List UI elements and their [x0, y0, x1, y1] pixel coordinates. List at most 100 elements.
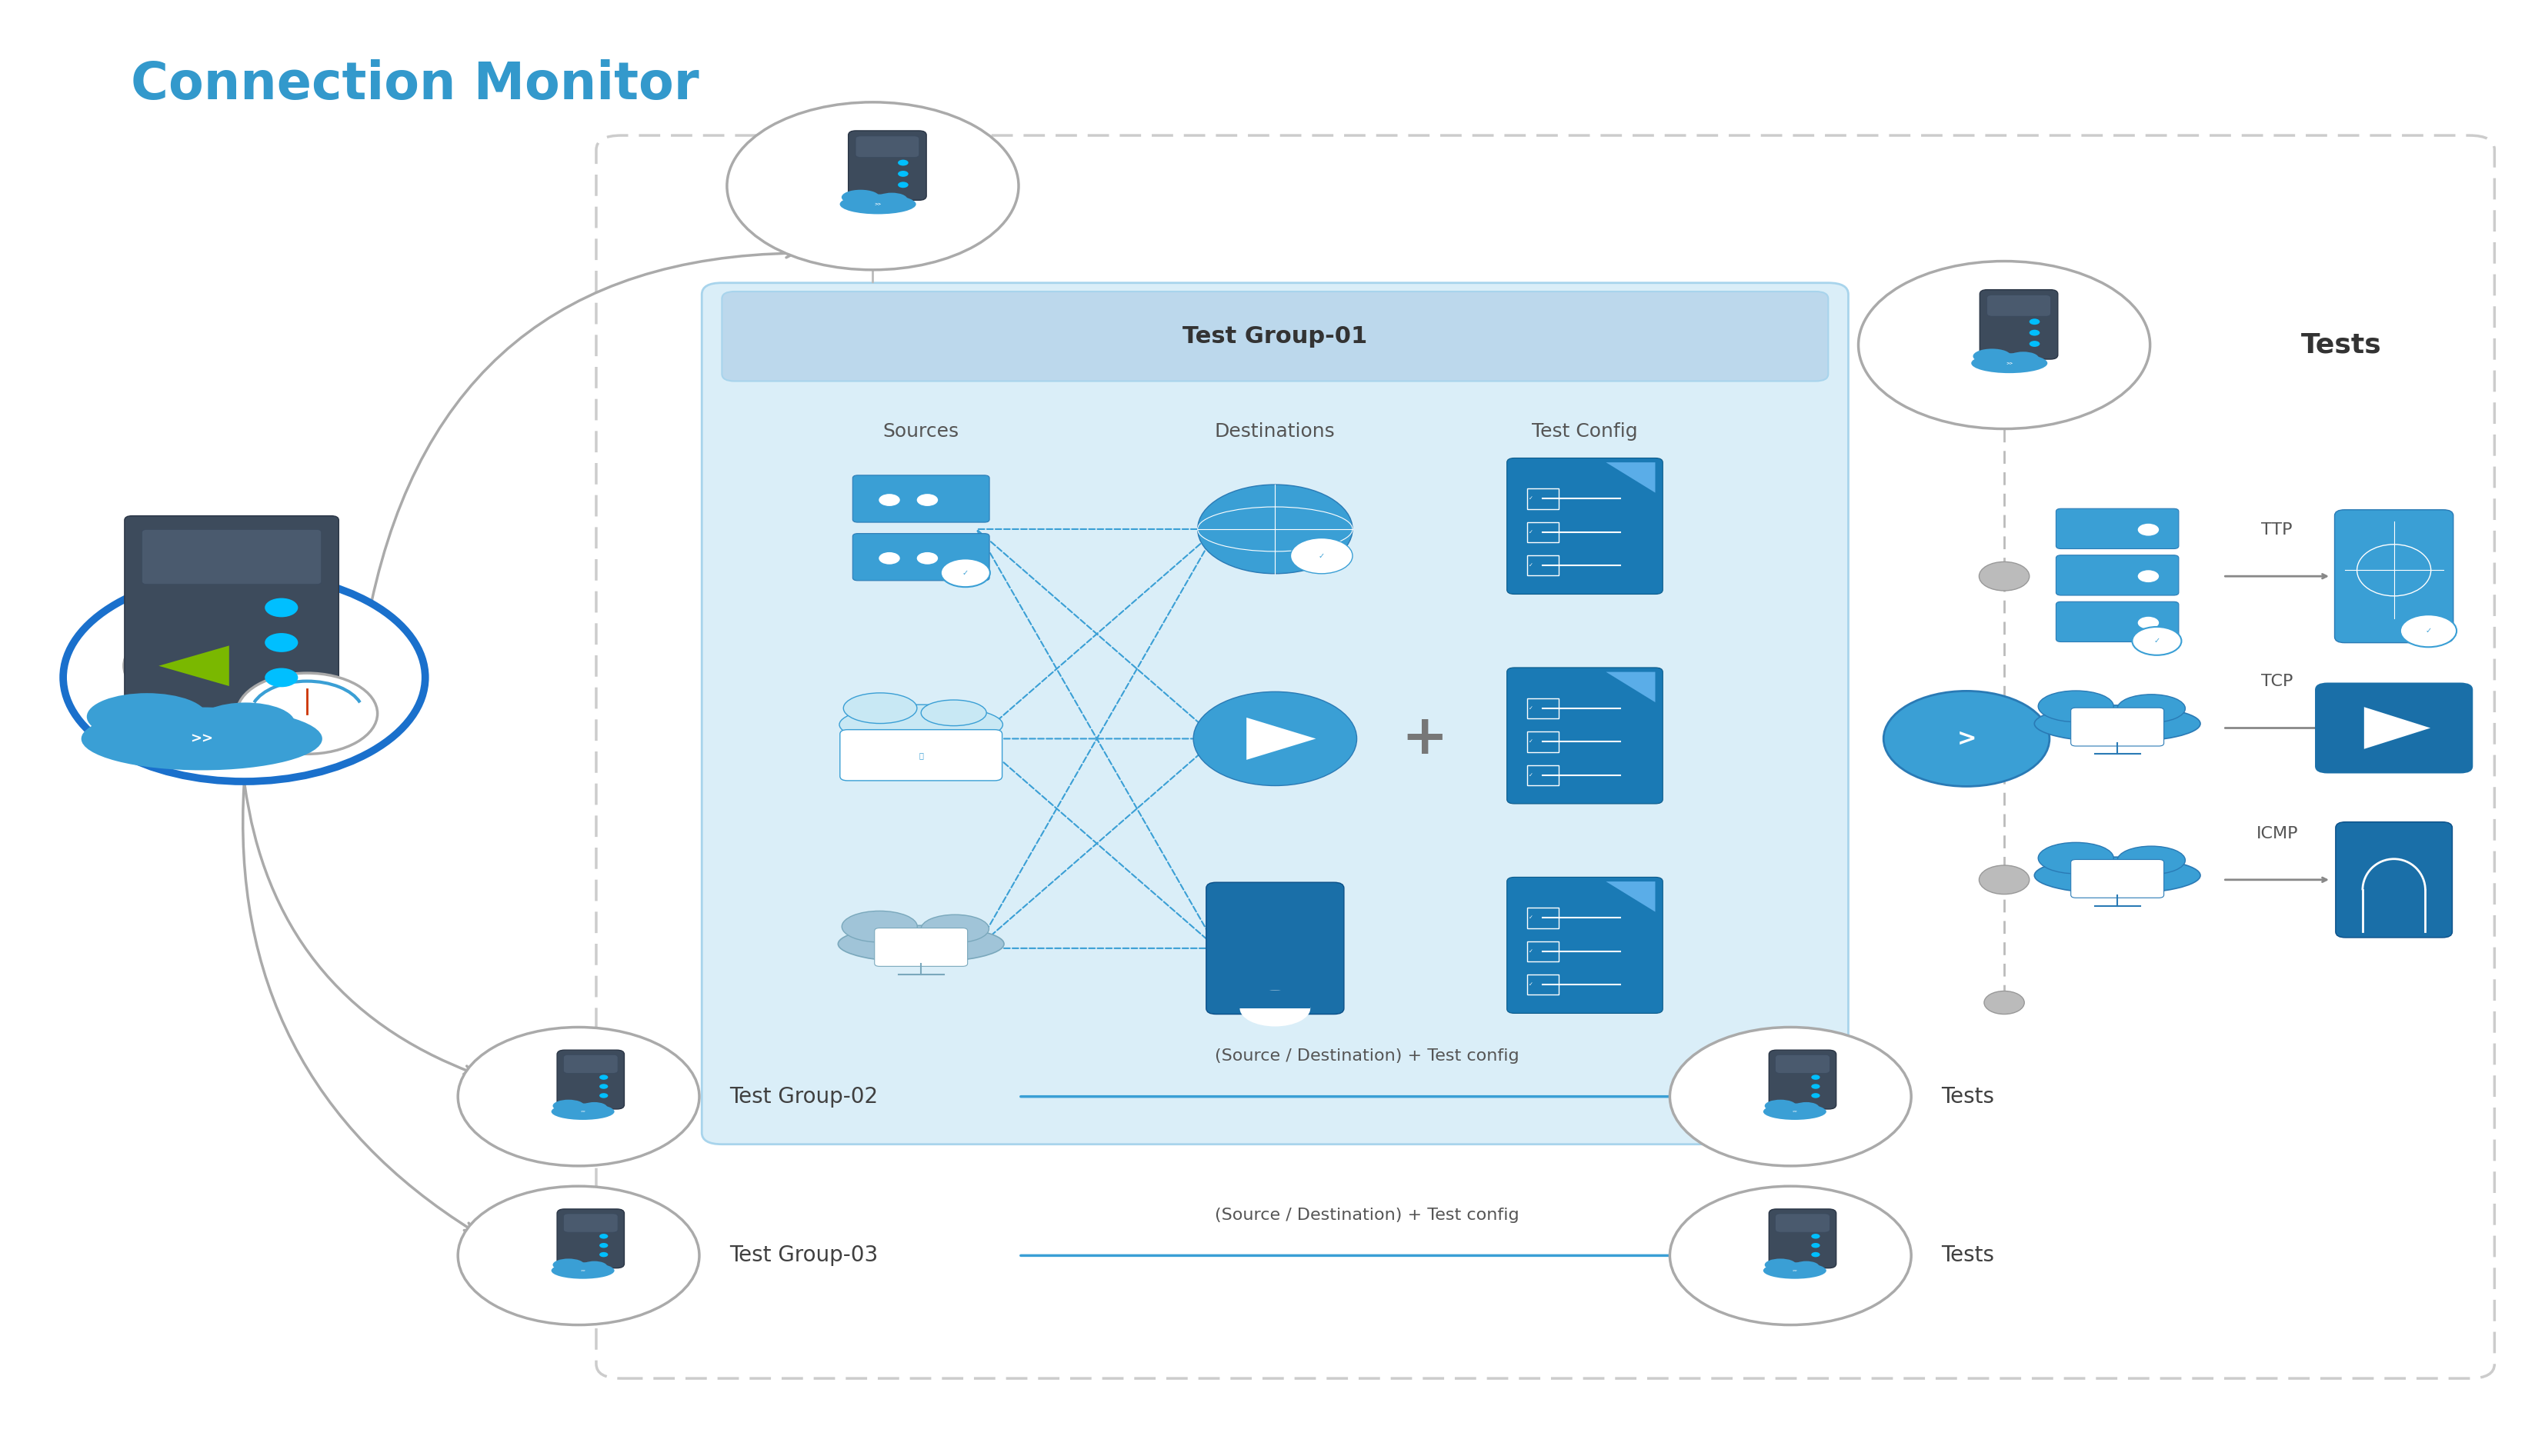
- Text: Sources: Sources: [884, 422, 959, 441]
- Circle shape: [2030, 341, 2040, 347]
- Ellipse shape: [86, 693, 207, 740]
- Circle shape: [727, 102, 1018, 269]
- Circle shape: [1810, 1252, 1821, 1257]
- FancyBboxPatch shape: [2315, 683, 2472, 773]
- FancyBboxPatch shape: [2336, 823, 2452, 938]
- Bar: [1528, 555, 1558, 575]
- Circle shape: [899, 170, 909, 176]
- Bar: [1528, 523, 1558, 542]
- Circle shape: [2030, 329, 2040, 336]
- Bar: [1240, 990, 1310, 1009]
- Ellipse shape: [1240, 990, 1310, 1026]
- Polygon shape: [1247, 718, 1316, 760]
- FancyBboxPatch shape: [853, 475, 990, 523]
- Circle shape: [1810, 1233, 1821, 1239]
- Ellipse shape: [581, 1261, 606, 1273]
- Circle shape: [1669, 1026, 1911, 1166]
- Ellipse shape: [553, 1099, 583, 1112]
- Text: >>: >>: [581, 1109, 586, 1114]
- FancyBboxPatch shape: [1980, 290, 2058, 360]
- Text: Tests: Tests: [2300, 332, 2381, 358]
- Circle shape: [1985, 992, 2025, 1015]
- FancyBboxPatch shape: [853, 533, 990, 581]
- Circle shape: [2131, 628, 2182, 655]
- Text: ✓: ✓: [1528, 773, 1533, 778]
- FancyBboxPatch shape: [1987, 296, 2050, 316]
- Circle shape: [457, 1187, 699, 1325]
- Text: ✓: ✓: [962, 569, 970, 577]
- Ellipse shape: [876, 192, 906, 205]
- Text: Tests: Tests: [1942, 1086, 1995, 1108]
- Ellipse shape: [1793, 1261, 1818, 1273]
- Text: ✓: ✓: [1528, 496, 1533, 501]
- Text: ✓: ✓: [1528, 563, 1533, 568]
- FancyArrowPatch shape: [245, 783, 472, 1075]
- FancyBboxPatch shape: [124, 515, 338, 716]
- Ellipse shape: [81, 708, 323, 770]
- Circle shape: [1197, 485, 1353, 574]
- Ellipse shape: [1762, 1262, 1826, 1278]
- FancyBboxPatch shape: [1207, 882, 1343, 1015]
- Circle shape: [265, 633, 298, 652]
- Text: >>: >>: [1793, 1270, 1798, 1273]
- Ellipse shape: [2035, 858, 2199, 894]
- Text: >: >: [1957, 728, 1977, 750]
- Bar: [1528, 699, 1558, 718]
- Text: (Source / Destination) + Test config: (Source / Destination) + Test config: [1215, 1048, 1520, 1064]
- Circle shape: [917, 552, 937, 565]
- Circle shape: [2401, 614, 2457, 646]
- Text: Test Group-01: Test Group-01: [1182, 325, 1369, 348]
- Circle shape: [879, 552, 899, 565]
- Ellipse shape: [550, 1104, 614, 1120]
- Ellipse shape: [1793, 1102, 1818, 1112]
- FancyBboxPatch shape: [1775, 1054, 1831, 1073]
- FancyBboxPatch shape: [2336, 510, 2454, 642]
- Circle shape: [1810, 1083, 1821, 1089]
- FancyBboxPatch shape: [841, 729, 1002, 780]
- FancyBboxPatch shape: [2070, 859, 2164, 898]
- Ellipse shape: [1972, 349, 2010, 364]
- FancyBboxPatch shape: [141, 530, 321, 584]
- Ellipse shape: [2118, 846, 2184, 875]
- Circle shape: [879, 494, 899, 507]
- Circle shape: [1980, 713, 2030, 743]
- Text: ✓: ✓: [2427, 628, 2432, 635]
- Ellipse shape: [841, 194, 917, 214]
- Text: ICMP: ICMP: [2255, 826, 2298, 842]
- Ellipse shape: [838, 705, 1002, 744]
- FancyArrowPatch shape: [242, 783, 475, 1232]
- FancyBboxPatch shape: [558, 1208, 624, 1268]
- Ellipse shape: [1972, 354, 2048, 373]
- FancyBboxPatch shape: [563, 1054, 619, 1073]
- Circle shape: [1810, 1243, 1821, 1248]
- Text: Connection Monitor: Connection Monitor: [131, 60, 699, 111]
- Circle shape: [1980, 562, 2030, 591]
- FancyArrowPatch shape: [371, 249, 795, 603]
- Circle shape: [2139, 524, 2159, 536]
- Text: Tests: Tests: [1942, 1245, 1995, 1267]
- Bar: [1528, 941, 1558, 961]
- FancyBboxPatch shape: [874, 927, 967, 967]
- Ellipse shape: [922, 700, 987, 725]
- Ellipse shape: [197, 703, 295, 744]
- FancyBboxPatch shape: [2070, 708, 2164, 745]
- Ellipse shape: [2038, 843, 2113, 874]
- Ellipse shape: [841, 189, 879, 205]
- Polygon shape: [1606, 463, 1656, 492]
- Circle shape: [1858, 261, 2151, 430]
- Bar: [1528, 974, 1558, 994]
- Text: ✓: ✓: [1528, 706, 1533, 711]
- FancyBboxPatch shape: [1775, 1214, 1831, 1232]
- Circle shape: [265, 668, 298, 687]
- Bar: [1528, 907, 1558, 927]
- Ellipse shape: [2007, 352, 2038, 364]
- Ellipse shape: [2035, 705, 2199, 743]
- Text: TCP: TCP: [2260, 674, 2293, 690]
- Ellipse shape: [581, 1102, 606, 1112]
- Text: >>: >>: [1793, 1109, 1798, 1114]
- Text: Test Group-02: Test Group-02: [730, 1086, 879, 1108]
- Ellipse shape: [843, 693, 917, 724]
- FancyBboxPatch shape: [1770, 1208, 1836, 1268]
- Circle shape: [917, 494, 937, 507]
- Circle shape: [598, 1093, 609, 1098]
